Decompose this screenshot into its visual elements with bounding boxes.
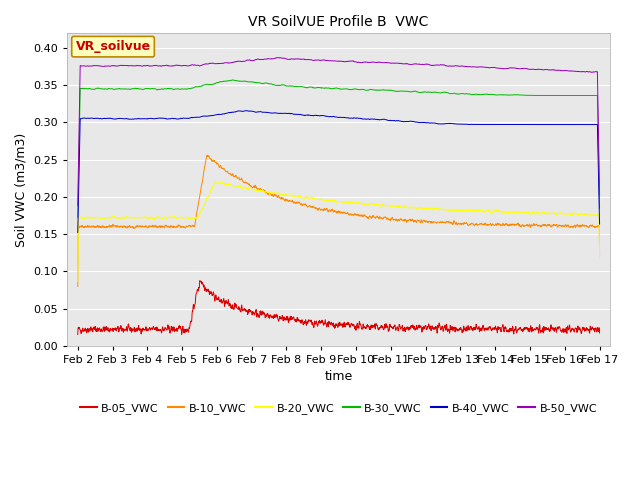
B-50_VWC [596, 192, 604, 198]
B-50_VWC [220, 60, 227, 66]
X-axis label: time: time [324, 371, 353, 384]
B-05_VWC [220, 297, 227, 302]
B-10_VWC [490, 223, 498, 228]
Line: B-50_VWC: B-50_VWC [78, 58, 600, 206]
B-05_VWC [365, 324, 373, 330]
B-20_VWC [219, 179, 227, 185]
B-20_VWC [354, 199, 362, 205]
B-50_VWC [365, 60, 373, 65]
B-30_VWC [229, 77, 237, 83]
B-40_VWC [490, 121, 498, 127]
B-20_VWC [220, 180, 227, 186]
B-20_VWC [365, 201, 373, 207]
B-50_VWC [564, 68, 572, 73]
B-50_VWC [490, 64, 498, 70]
Text: VR_soilvue: VR_soilvue [76, 40, 150, 53]
B-40_VWC [220, 111, 227, 117]
B-40_VWC [74, 229, 82, 235]
B-50_VWC [550, 67, 557, 73]
B-30_VWC [596, 205, 604, 211]
B-30_VWC [220, 78, 227, 84]
B-05_VWC [550, 325, 557, 331]
B-10_VWC [220, 166, 227, 172]
B-05_VWC [74, 332, 82, 337]
B-05_VWC [596, 330, 604, 336]
B-50_VWC [274, 55, 282, 60]
B-10_VWC [74, 284, 82, 289]
B-40_VWC [354, 115, 362, 121]
B-40_VWC [243, 108, 250, 114]
B-10_VWC [354, 211, 362, 217]
B-10_VWC [550, 222, 557, 228]
B-05_VWC [490, 326, 498, 332]
B-05_VWC [564, 326, 572, 332]
B-40_VWC [550, 122, 557, 128]
Line: B-30_VWC: B-30_VWC [78, 80, 600, 217]
B-10_VWC [564, 223, 572, 229]
B-20_VWC [596, 255, 604, 261]
B-30_VWC [74, 215, 82, 220]
B-30_VWC [550, 93, 557, 98]
B-30_VWC [365, 87, 373, 93]
B-50_VWC [354, 60, 362, 65]
B-20_VWC [74, 278, 82, 284]
B-10_VWC [596, 253, 604, 259]
B-10_VWC [365, 214, 373, 220]
B-40_VWC [596, 221, 604, 227]
Line: B-10_VWC: B-10_VWC [78, 155, 600, 287]
Legend: B-05_VWC, B-10_VWC, B-20_VWC, B-30_VWC, B-40_VWC, B-50_VWC: B-05_VWC, B-10_VWC, B-20_VWC, B-30_VWC, … [76, 398, 602, 418]
B-20_VWC [490, 208, 498, 214]
B-10_VWC [204, 152, 211, 158]
B-30_VWC [564, 93, 572, 98]
B-50_VWC [74, 203, 82, 209]
B-20_VWC [550, 210, 557, 216]
Line: B-20_VWC: B-20_VWC [78, 182, 600, 281]
B-40_VWC [564, 122, 572, 128]
B-30_VWC [490, 92, 498, 97]
Y-axis label: Soil VWC (m3/m3): Soil VWC (m3/m3) [15, 132, 28, 247]
B-40_VWC [365, 116, 373, 122]
B-20_VWC [564, 211, 572, 216]
B-05_VWC [196, 278, 204, 284]
B-30_VWC [354, 86, 362, 92]
Line: B-05_VWC: B-05_VWC [78, 281, 600, 335]
B-05_VWC [354, 320, 362, 326]
Line: B-40_VWC: B-40_VWC [78, 111, 600, 232]
Title: VR SoilVUE Profile B  VWC: VR SoilVUE Profile B VWC [248, 15, 429, 29]
